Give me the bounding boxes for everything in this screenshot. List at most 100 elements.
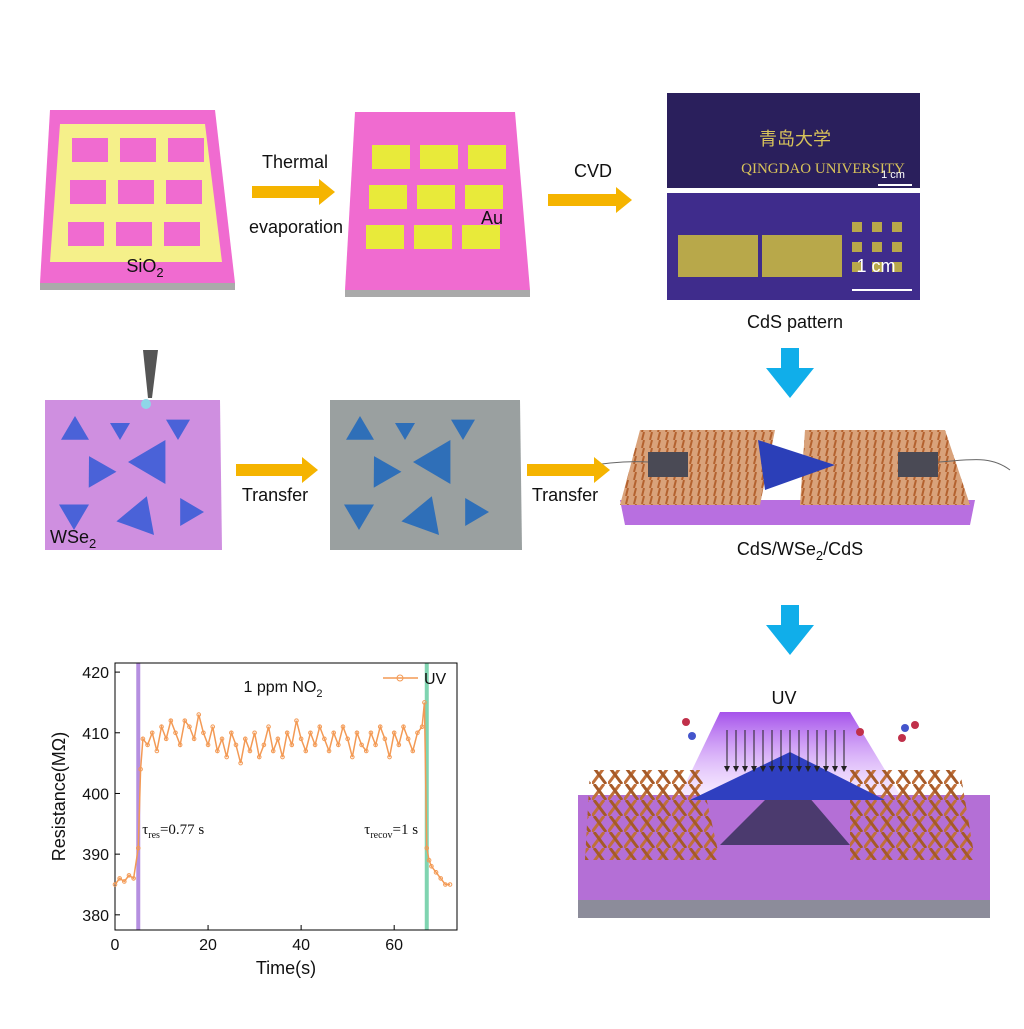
data-point (294, 718, 299, 723)
pipette (143, 350, 158, 398)
electrode (898, 452, 938, 477)
label: Au (481, 208, 503, 228)
molecule (856, 728, 864, 736)
annotation: τres=0.77 s (142, 822, 204, 841)
data-point (168, 718, 174, 723)
data-point (191, 736, 197, 742)
data-point (210, 724, 216, 730)
data-point (256, 754, 262, 760)
mask-opening (164, 222, 200, 246)
au-pad (417, 185, 455, 209)
mask-opening (68, 222, 104, 246)
chart-title: 1 ppm NO2 (243, 679, 322, 700)
uv-ray (769, 766, 775, 772)
arrow (236, 464, 304, 476)
data-point (354, 730, 360, 736)
wire (937, 459, 1011, 471)
pad (872, 262, 882, 272)
mask-opening (168, 138, 204, 162)
uv-ray (778, 766, 784, 772)
label: CdS/WSe2/CdS (737, 539, 863, 563)
data-point (396, 742, 402, 748)
substrate-edge (40, 283, 235, 290)
data-point (363, 748, 369, 754)
wse2-flake (180, 498, 204, 526)
data-point (373, 742, 378, 748)
scale-label: 1 cm (881, 169, 905, 181)
label-sub: 2 (156, 265, 163, 280)
chart-title-text: 1 ppm NO (243, 679, 316, 696)
wse2-flake (690, 752, 885, 800)
plot: 380 390 400 410 420 0 20 40 60 Time(s) Resistance(… (49, 662, 458, 978)
mask-opening (166, 180, 202, 204)
droplet (141, 399, 151, 409)
data-point (201, 730, 206, 736)
data-point (322, 736, 327, 742)
data-point (229, 730, 234, 736)
data-point (298, 736, 304, 742)
data-point (340, 724, 346, 730)
shadow (720, 775, 850, 845)
data-point (382, 736, 388, 742)
label-text: /CdS (823, 539, 863, 559)
data-point (242, 736, 248, 742)
arrow (319, 179, 335, 205)
data-point (419, 724, 425, 730)
wse2-flake (88, 456, 117, 488)
arrow (548, 194, 618, 206)
data-point (187, 724, 192, 730)
data-point (410, 748, 416, 754)
label: CdS pattern (747, 312, 843, 332)
x-tick-label: 0 (111, 937, 120, 954)
label: UV (771, 688, 796, 708)
wse2-flake (59, 504, 89, 530)
data-point (326, 748, 332, 754)
data-point (233, 742, 239, 748)
data-point (252, 730, 257, 736)
arrow (252, 186, 321, 198)
data-point (138, 766, 143, 772)
annotation-text: =0.77 s (160, 822, 204, 838)
cds-rods (850, 770, 975, 860)
label: CVD (574, 161, 612, 181)
data-point (215, 748, 220, 754)
au-pad (468, 145, 506, 169)
label: Transfer (532, 485, 598, 505)
wse2-flake (110, 423, 130, 440)
cds-rods (800, 430, 970, 505)
y-tick-label: 380 (82, 908, 109, 925)
mask-opening (116, 222, 152, 246)
data-point (345, 736, 350, 742)
pad (872, 222, 882, 232)
pad (678, 235, 758, 277)
au-pad (420, 145, 458, 169)
arrow (594, 457, 610, 483)
data-point (405, 736, 411, 742)
data-point (163, 736, 169, 742)
uv-ray (796, 766, 802, 772)
annotation-text: =1 s (393, 822, 419, 838)
au-pad (465, 185, 503, 209)
pad (872, 242, 882, 252)
y-tick-label: 420 (82, 665, 109, 682)
uv-ray (805, 766, 811, 772)
molecule (898, 734, 906, 742)
data-point (438, 876, 444, 881)
data-point (447, 882, 453, 887)
x-tick-label: 20 (199, 937, 217, 954)
pad (892, 262, 902, 272)
wse2-flake (344, 504, 374, 530)
x-tick-label: 60 (385, 937, 403, 954)
label: Transfer (242, 485, 308, 505)
wse2-flake (451, 419, 475, 440)
annotation-symbol: τ (142, 822, 148, 838)
label: WSe2 (50, 527, 96, 551)
data-point (284, 730, 290, 736)
mask-opening (70, 180, 106, 204)
label: SiO2 (126, 256, 163, 280)
molecule (682, 718, 690, 726)
x-axis-label: Time(s) (256, 958, 316, 978)
wse2-flake (395, 423, 415, 440)
annotation-sub: res (148, 830, 160, 841)
arrow (781, 348, 799, 370)
